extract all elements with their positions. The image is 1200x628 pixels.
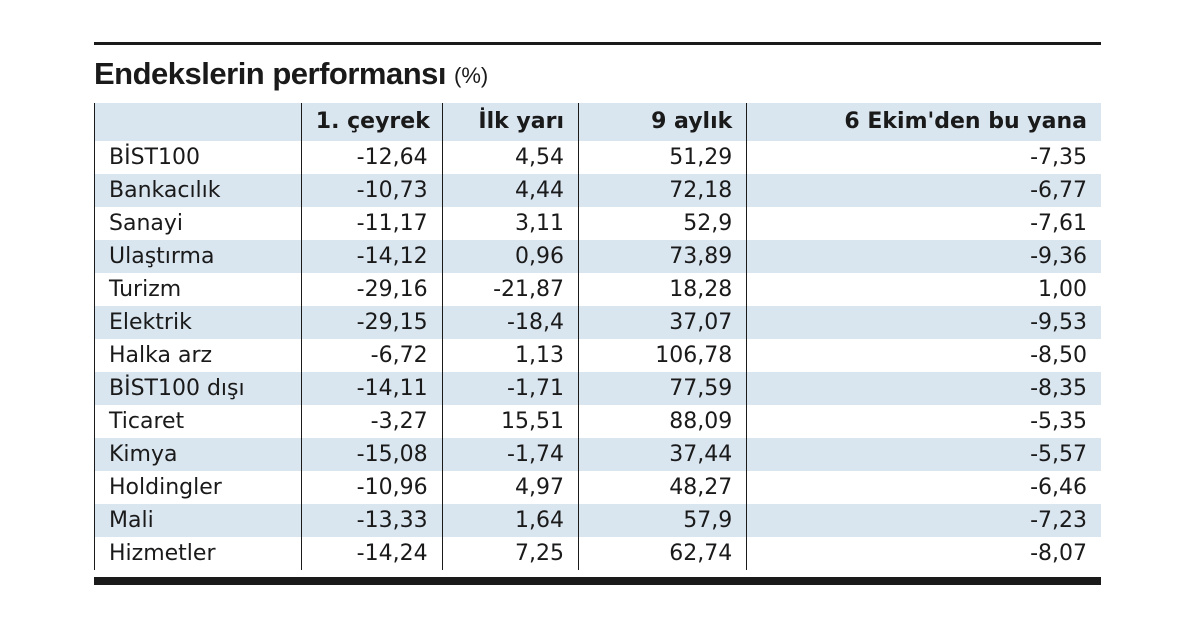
cell-q1: -14,11 [300, 372, 443, 405]
cell-h1: 4,97 [441, 471, 579, 504]
column-header-9m: 9 aylık [577, 103, 747, 141]
cell-h1: -21,87 [441, 273, 579, 306]
cell-h1: 15,51 [441, 405, 579, 438]
cell-h1: 1,64 [441, 504, 579, 537]
cell-9m: 57,9 [577, 504, 747, 537]
cell-q1: -13,33 [300, 504, 443, 537]
cell-since-oct6: -6,77 [746, 174, 1101, 207]
cell-h1: 3,11 [441, 207, 579, 240]
cell-q1: -3,27 [300, 405, 443, 438]
cell-h1: 1,13 [441, 339, 579, 372]
cell-since-oct6: -7,61 [746, 207, 1101, 240]
table-row: BİST100 dışı -14,11 -1,71 77,59 -8,35 [94, 372, 1101, 405]
cell-since-oct6: -8,50 [746, 339, 1101, 372]
row-index-name: Elektrik [94, 306, 302, 339]
cell-9m: 51,29 [577, 141, 747, 174]
cell-q1: -6,72 [300, 339, 443, 372]
cell-since-oct6: -5,57 [746, 438, 1101, 471]
cell-h1: 4,44 [441, 174, 579, 207]
table-row: Turizm -29,16 -21,87 18,28 1,00 [94, 273, 1101, 306]
cell-q1: -15,08 [300, 438, 443, 471]
table-row: Ulaştırma -14,12 0,96 73,89 -9,36 [94, 240, 1101, 273]
cell-q1: -10,96 [300, 471, 443, 504]
cell-h1: 4,54 [441, 141, 579, 174]
cell-q1: -29,15 [300, 306, 443, 339]
table-body: BİST100 -12,64 4,54 51,29 -7,35 Bankacılık -10… [94, 141, 1101, 570]
cell-h1: 7,25 [441, 537, 579, 570]
cell-9m: 37,44 [577, 438, 747, 471]
cell-9m: 52,9 [577, 207, 747, 240]
row-index-name: Bankacılık [94, 174, 302, 207]
table-row: Halka arz -6,72 1,13 106,78 -8,50 [94, 339, 1101, 372]
table-row: Mali -13,33 1,64 57,9 -7,23 [94, 504, 1101, 537]
performance-table-panel: Endekslerin performansı (%) 1. çeyrek İl… [94, 42, 1101, 585]
cell-q1: -14,12 [300, 240, 443, 273]
table-row: Holdingler -10,96 4,97 48,27 -6,46 [94, 471, 1101, 504]
table-title-unit: (%) [454, 63, 489, 88]
row-index-name: Sanayi [94, 207, 302, 240]
column-header-since-oct6: 6 Ekim'den bu yana [746, 103, 1101, 141]
table-row: Ticaret -3,27 15,51 88,09 -5,35 [94, 405, 1101, 438]
cell-9m: 48,27 [577, 471, 747, 504]
cell-9m: 88,09 [577, 405, 747, 438]
table-row: Hizmetler -14,24 7,25 62,74 -8,07 [94, 537, 1101, 570]
title-row: Endekslerin performansı (%) [94, 45, 1101, 103]
row-index-name: BİST100 dışı [94, 372, 302, 405]
table-row: BİST100 -12,64 4,54 51,29 -7,35 [94, 141, 1101, 174]
cell-since-oct6: -9,53 [746, 306, 1101, 339]
table-header-row: 1. çeyrek İlk yarı 9 aylık 6 Ekim'den bu… [94, 103, 1101, 141]
column-header-h1: İlk yarı [441, 103, 579, 141]
table-row: Elektrik -29,15 -18,4 37,07 -9,53 [94, 306, 1101, 339]
cell-h1: -18,4 [441, 306, 579, 339]
cell-q1: -10,73 [300, 174, 443, 207]
cell-since-oct6: -5,35 [746, 405, 1101, 438]
cell-since-oct6: -9,36 [746, 240, 1101, 273]
row-index-name: Kimya [94, 438, 302, 471]
cell-since-oct6: 1,00 [746, 273, 1101, 306]
row-index-name: Ulaştırma [94, 240, 302, 273]
cell-since-oct6: -7,23 [746, 504, 1101, 537]
cell-q1: -14,24 [300, 537, 443, 570]
cell-9m: 106,78 [577, 339, 747, 372]
row-index-name: Hizmetler [94, 537, 302, 570]
cell-h1: -1,74 [441, 438, 579, 471]
table-row: Bankacılık -10,73 4,44 72,18 -6,77 [94, 174, 1101, 207]
cell-h1: 0,96 [441, 240, 579, 273]
cell-9m: 62,74 [577, 537, 747, 570]
bottom-rule [94, 577, 1101, 585]
row-index-name: Mali [94, 504, 302, 537]
row-index-name: Halka arz [94, 339, 302, 372]
cell-q1: -12,64 [300, 141, 443, 174]
row-index-name: Ticaret [94, 405, 302, 438]
top-rule [94, 42, 1101, 45]
row-index-name: BİST100 [94, 141, 302, 174]
cell-since-oct6: -7,35 [746, 141, 1101, 174]
index-performance-table: 1. çeyrek İlk yarı 9 aylık 6 Ekim'den bu… [94, 103, 1101, 570]
cell-9m: 72,18 [577, 174, 747, 207]
cell-since-oct6: -8,35 [746, 372, 1101, 405]
cell-9m: 73,89 [577, 240, 747, 273]
cell-9m: 77,59 [577, 372, 747, 405]
column-header-q1: 1. çeyrek [300, 103, 443, 141]
row-index-name: Turizm [94, 273, 302, 306]
cell-h1: -1,71 [441, 372, 579, 405]
cell-9m: 18,28 [577, 273, 747, 306]
table-row: Kimya -15,08 -1,74 37,44 -5,57 [94, 438, 1101, 471]
table-title: Endekslerin performansı [94, 56, 447, 91]
cell-since-oct6: -6,46 [746, 471, 1101, 504]
cell-9m: 37,07 [577, 306, 747, 339]
cell-q1: -29,16 [300, 273, 443, 306]
column-header-name [94, 103, 302, 141]
cell-since-oct6: -8,07 [746, 537, 1101, 570]
table-row: Sanayi -11,17 3,11 52,9 -7,61 [94, 207, 1101, 240]
row-index-name: Holdingler [94, 471, 302, 504]
cell-q1: -11,17 [300, 207, 443, 240]
